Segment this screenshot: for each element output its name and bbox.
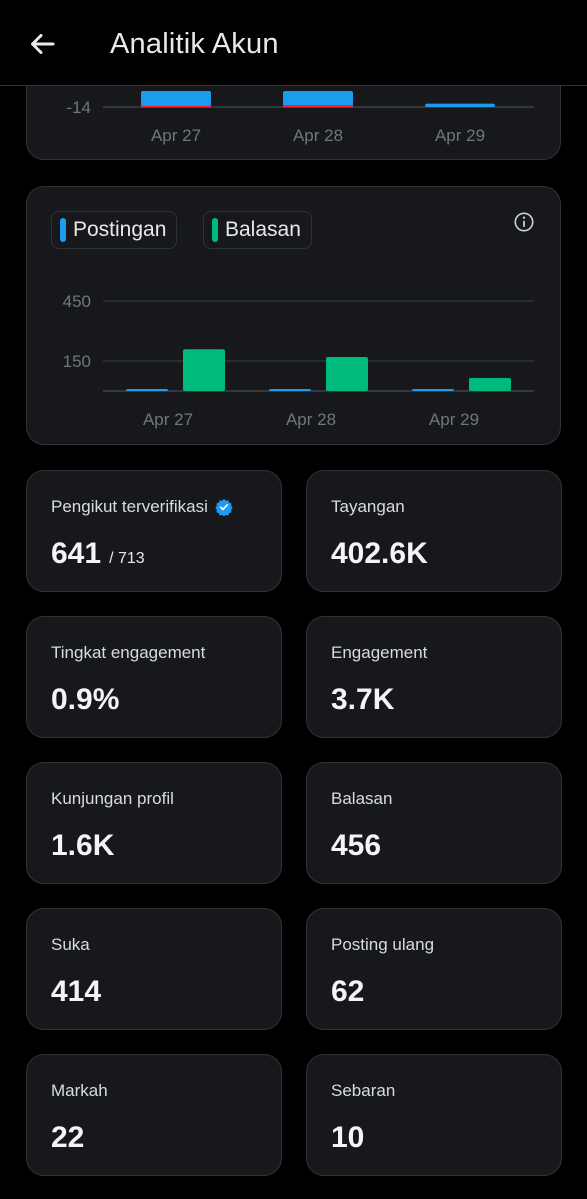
x-tick-label: Apr 29: [435, 126, 485, 145]
metric-value: 1.6K: [51, 829, 115, 862]
metric-card-impressions[interactable]: Tayangan 402.6K: [306, 470, 562, 592]
back-button[interactable]: [22, 24, 62, 64]
metric-label: Tayangan: [331, 497, 405, 516]
metric-card-profile-visits[interactable]: Kunjungan profil 1.6K: [26, 762, 282, 884]
y-tick-label: -14: [66, 98, 91, 117]
metric-label: Sebaran: [331, 1081, 396, 1100]
metric-label: Markah: [51, 1081, 108, 1100]
y-tick-label: 150: [63, 352, 91, 371]
bar-balasan-2[interactable]: [469, 378, 511, 391]
metric-card-bookmarks[interactable]: Markah 22: [26, 1054, 282, 1176]
bar-postingan-1[interactable]: [269, 389, 311, 391]
bar-negative-0[interactable]: [141, 91, 211, 107]
metric-value: 456: [331, 829, 382, 862]
verified-badge-icon: [215, 499, 233, 516]
metric-label: Pengikut terverifikasi: [51, 497, 208, 516]
top-chart: -14 Apr 27 Apr 28 Apr 29: [66, 91, 534, 145]
metric-label-wrap: Pengikut terverifikasi: [51, 497, 233, 517]
bar-postingan-2[interactable]: [412, 389, 454, 391]
metric-value: 402.6K: [331, 537, 428, 570]
posts-replies-chart-card: Postingan Balasan 450 150 Apr 27 Apr 28 Apr …: [26, 186, 561, 445]
app-header: Analitik Akun: [0, 0, 587, 86]
metric-value: 22: [51, 1121, 85, 1154]
metric-card-replies[interactable]: Balasan 456: [306, 762, 562, 884]
page-title: Analitik Akun: [110, 28, 279, 60]
metric-label: Suka: [51, 935, 90, 954]
legend-balasan[interactable]: Balasan: [203, 211, 312, 249]
arrow-left-icon: [31, 34, 55, 54]
bar-postingan-0[interactable]: [126, 389, 168, 391]
metric-value: 3.7K: [331, 683, 395, 716]
bar-balasan-1[interactable]: [326, 357, 368, 391]
legend-postingan[interactable]: Postingan: [51, 211, 178, 249]
metric-label: Balasan: [331, 789, 393, 808]
x-tick-label: Apr 27: [151, 126, 201, 145]
metric-card-likes[interactable]: Suka 414: [26, 908, 282, 1030]
metric-value: 10: [331, 1121, 365, 1154]
metric-value-wrap: 641 / 713: [51, 537, 145, 571]
metric-label: Posting ulang: [331, 935, 435, 954]
metric-label: Kunjungan profil: [51, 789, 174, 808]
legend-postingan-swatch: [60, 218, 66, 242]
metric-card-shares[interactable]: Sebaran 10: [306, 1054, 562, 1176]
legend-balasan-swatch: [212, 218, 218, 242]
bar-negative-1[interactable]: [283, 91, 353, 107]
y-tick-label: 450: [63, 292, 91, 311]
x-tick-label: Apr 28: [286, 410, 336, 429]
bar-red-0[interactable]: [141, 106, 211, 108]
metric-card-reposts[interactable]: Posting ulang 62: [306, 908, 562, 1030]
metric-label: Tingkat engagement: [51, 643, 206, 662]
x-tick-label: Apr 27: [143, 410, 193, 429]
posts-replies-chart: 450 150 Apr 27 Apr 28 Apr 29: [63, 292, 534, 429]
metric-value: 641: [51, 537, 102, 570]
metric-value: 62: [331, 975, 365, 1008]
metric-card-engagement-rate[interactable]: Tingkat engagement 0.9%: [26, 616, 282, 738]
metric-value: 0.9%: [51, 683, 120, 716]
metric-card-verified-followers[interactable]: Pengikut terverifikasi 641 / 713: [26, 470, 282, 592]
metric-value: 414: [51, 975, 102, 1008]
legend-balasan-label: Balasan: [225, 218, 301, 241]
metric-label: Engagement: [331, 643, 428, 662]
metric-total: / 713: [109, 550, 145, 567]
bar-negative-2[interactable]: [425, 103, 495, 107]
info-icon[interactable]: [513, 211, 535, 233]
x-tick-label: Apr 29: [429, 410, 479, 429]
bar-balasan-0[interactable]: [183, 349, 225, 391]
legend-postingan-label: Postingan: [73, 218, 167, 241]
metric-card-engagement[interactable]: Engagement 3.7K: [306, 616, 562, 738]
bar-red-1[interactable]: [283, 105, 353, 108]
x-tick-label: Apr 28: [293, 126, 343, 145]
